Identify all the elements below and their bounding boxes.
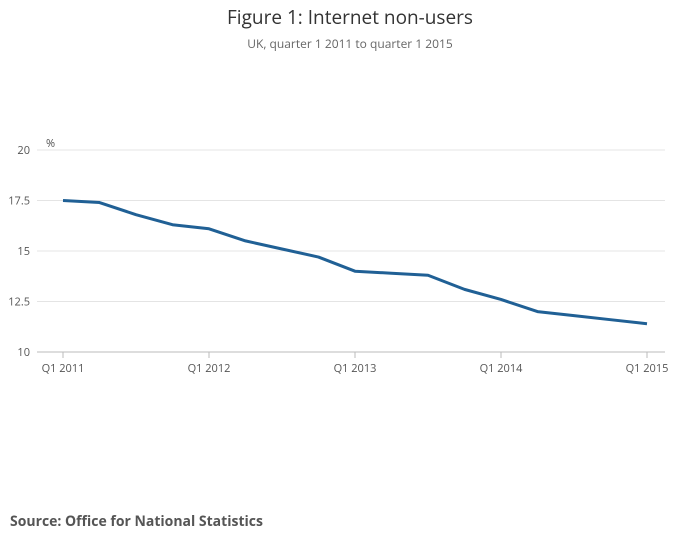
y-tick-label: 17.5 — [8, 194, 30, 209]
y-tick-label: 12.5 — [8, 295, 30, 310]
chart-subtitle: UK, quarter 1 2011 to quarter 1 2015 — [247, 35, 453, 52]
x-tick-label: Q1 2014 — [480, 361, 524, 376]
x-tick-label: Q1 2015 — [626, 361, 669, 376]
x-tick-label: Q1 2013 — [334, 361, 377, 376]
chart-title: Figure 1: Internet non-users — [227, 4, 473, 30]
source: Source: Office for National Statistics — [10, 512, 263, 531]
y-tick-label: 10 — [17, 345, 30, 360]
y-tick-label: 20 — [17, 143, 30, 158]
x-tick-label: Q1 2011 — [42, 361, 85, 376]
y-tick-label: 15 — [17, 244, 30, 259]
data-line — [62, 199, 648, 326]
x-tick-label: Q1 2012 — [188, 361, 231, 376]
y-axis-label: % — [46, 136, 55, 151]
